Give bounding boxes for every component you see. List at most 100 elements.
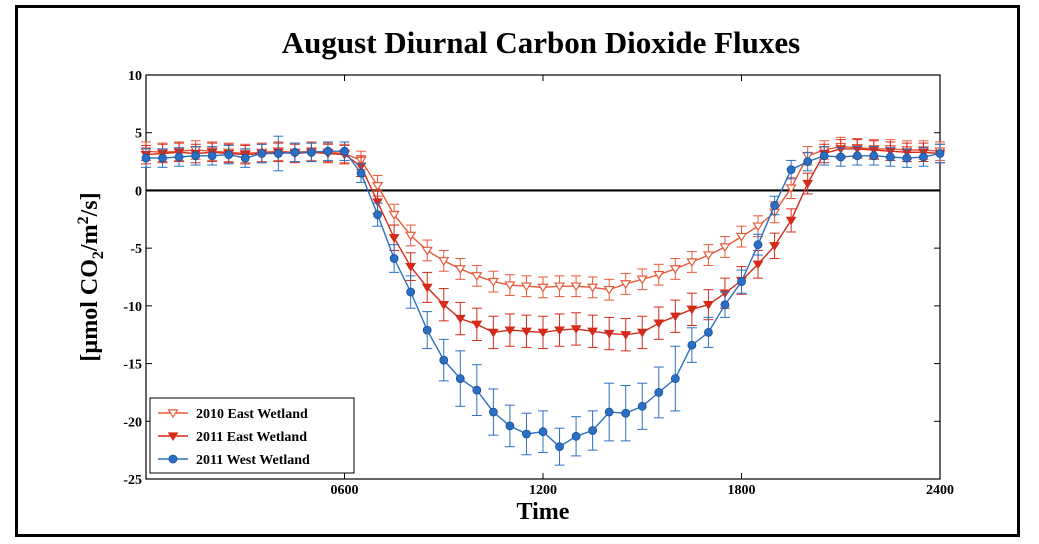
legend-marker xyxy=(167,432,179,441)
data-point xyxy=(770,201,779,210)
y-tick-label: -15 xyxy=(123,358,142,373)
data-point xyxy=(737,277,746,287)
legend-label: 2011 West Wetland xyxy=(196,453,310,468)
data-point xyxy=(570,282,582,292)
data-point xyxy=(454,314,466,324)
data-point xyxy=(703,301,714,310)
data-point xyxy=(520,282,533,292)
data-point xyxy=(786,165,796,175)
data-point xyxy=(587,327,599,337)
data-point xyxy=(307,147,316,157)
data-point xyxy=(141,153,151,163)
data-point xyxy=(421,246,433,256)
data-point xyxy=(687,340,697,350)
data-point xyxy=(340,146,349,156)
data-point xyxy=(637,401,647,411)
data-point xyxy=(487,328,499,338)
legend-label: 2010 East Wetland xyxy=(196,407,308,422)
data-point xyxy=(471,272,483,282)
data-point xyxy=(686,258,698,268)
data-point xyxy=(735,232,748,242)
legend-item: 2011 East Wetland xyxy=(158,430,307,445)
data-point xyxy=(620,331,632,340)
x-tick-label: 0600 xyxy=(331,483,359,498)
data-point xyxy=(571,431,581,441)
data-point xyxy=(669,265,681,275)
data-point xyxy=(555,442,564,452)
data-point xyxy=(422,325,432,335)
legend-item: 2011 West Wetland xyxy=(158,453,310,468)
data-point xyxy=(935,149,945,158)
data-point xyxy=(504,281,516,291)
data-point xyxy=(207,151,217,161)
data-point xyxy=(752,260,764,270)
data-point xyxy=(240,153,250,163)
data-point xyxy=(373,210,382,220)
data-point xyxy=(537,328,549,338)
data-point xyxy=(803,157,813,166)
data-point xyxy=(191,151,201,161)
data-point xyxy=(158,153,167,163)
legend-marker xyxy=(168,454,178,464)
data-point xyxy=(686,305,698,315)
data-point xyxy=(454,265,466,275)
data-point xyxy=(504,326,516,336)
data-point xyxy=(372,182,384,191)
data-point xyxy=(620,280,632,290)
data-point xyxy=(455,374,465,383)
data-point xyxy=(752,222,764,232)
data-point xyxy=(290,147,300,157)
data-point xyxy=(902,153,912,163)
data-point xyxy=(669,312,681,322)
series-2 xyxy=(141,135,945,466)
data-point xyxy=(852,151,862,161)
y-tick-label: -5 xyxy=(130,242,142,257)
data-point xyxy=(719,243,731,253)
data-point xyxy=(785,216,797,226)
data-point xyxy=(522,429,531,439)
x-tick-label: 1200 xyxy=(529,483,557,498)
data-point xyxy=(603,285,615,295)
data-point xyxy=(720,300,730,310)
legend-item: 2010 East Wetland xyxy=(158,407,308,422)
data-point xyxy=(885,152,895,162)
data-point xyxy=(636,275,648,285)
y-tick-label: 5 xyxy=(135,127,142,142)
data-point xyxy=(273,149,283,158)
data-point xyxy=(224,150,234,160)
y-tick-label: -20 xyxy=(123,415,142,430)
data-point xyxy=(785,184,797,194)
data-point xyxy=(636,328,648,338)
y-tick-label: 10 xyxy=(128,69,142,84)
y-tick-label: -25 xyxy=(123,473,142,488)
data-point xyxy=(554,326,565,336)
data-point xyxy=(753,240,763,250)
data-point xyxy=(553,282,566,292)
data-point xyxy=(438,257,450,267)
data-point xyxy=(603,329,615,339)
data-point xyxy=(653,270,665,280)
data-point xyxy=(819,151,829,161)
data-point xyxy=(919,152,928,162)
data-point xyxy=(471,320,483,330)
data-point xyxy=(537,283,549,293)
legend-marker xyxy=(167,409,179,419)
y-tick-label: -10 xyxy=(123,300,142,315)
data-point xyxy=(438,301,450,310)
data-point xyxy=(472,385,482,395)
data-point xyxy=(323,146,333,156)
data-point xyxy=(670,374,680,383)
data-point xyxy=(488,407,498,417)
data-point xyxy=(487,277,499,287)
legend: 2010 East Wetland 2011 East Wetland 2011 W… xyxy=(149,397,355,474)
data-point xyxy=(257,149,267,158)
data-point xyxy=(587,283,599,293)
data-point xyxy=(356,168,366,178)
x-axis-label: Time xyxy=(517,499,570,525)
data-point xyxy=(604,407,614,417)
data-point xyxy=(405,262,417,272)
data-point xyxy=(588,426,598,435)
data-point xyxy=(654,388,664,397)
data-point xyxy=(405,231,417,241)
